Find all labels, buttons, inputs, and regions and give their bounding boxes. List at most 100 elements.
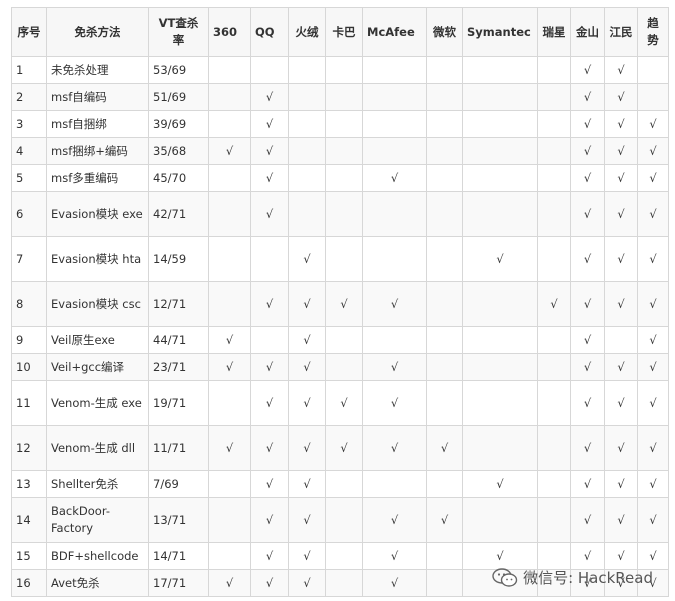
row-method: Veil+gcc编译: [46, 353, 149, 381]
empty-cell: [250, 326, 289, 354]
row-vt-rate: 12/71: [148, 281, 209, 327]
empty-cell: [537, 137, 571, 165]
row-method: Evasion模块 exe: [46, 191, 149, 237]
header-method: 免杀方法: [46, 7, 149, 57]
table-row: 16 Avet免杀 17/71 √ √ √ √ √ √ √: [11, 569, 669, 597]
bypass-check-mark: √: [570, 569, 605, 597]
empty-cell: [604, 326, 638, 354]
row-method: msf捆绑+编码: [46, 137, 149, 165]
bypass-check-mark: √: [250, 137, 289, 165]
bypass-check-mark: √: [362, 380, 427, 426]
table-row: 6 Evasion模块 exe 42/71 √ √ √ √: [11, 191, 669, 237]
empty-cell: [325, 164, 363, 192]
empty-cell: [462, 326, 538, 354]
bypass-check-mark: √: [570, 281, 605, 327]
empty-cell: [462, 425, 538, 471]
row-method: BackDoor-Factory: [46, 497, 149, 543]
bypass-check-mark: √: [208, 569, 251, 597]
empty-cell: [462, 380, 538, 426]
bypass-check-mark: √: [250, 353, 289, 381]
bypass-check-mark: √: [250, 497, 289, 543]
empty-cell: [426, 191, 463, 237]
empty-cell: [325, 110, 363, 138]
row-method: Veil原生exe: [46, 326, 149, 354]
bypass-check-mark: √: [604, 236, 638, 282]
row-method: msf自捆绑: [46, 110, 149, 138]
header-mcafee: McAfee: [362, 7, 427, 57]
bypass-check-mark: √: [637, 137, 669, 165]
row-index: 9: [11, 326, 47, 354]
bypass-check-mark: √: [250, 83, 289, 111]
bypass-check-mark: √: [637, 353, 669, 381]
header-rising: 瑞星: [537, 7, 571, 57]
empty-cell: [462, 83, 538, 111]
row-vt-rate: 17/71: [148, 569, 209, 597]
row-vt-rate: 45/70: [148, 164, 209, 192]
row-vt-rate: 14/71: [148, 542, 209, 570]
empty-cell: [208, 164, 251, 192]
bypass-check-mark: √: [462, 236, 538, 282]
bypass-check-mark: √: [362, 425, 427, 471]
empty-cell: [325, 569, 363, 597]
bypass-check-mark: √: [250, 470, 289, 498]
row-index: 6: [11, 191, 47, 237]
table-row: 8 Evasion模块 csc 12/71 √ √ √ √ √ √ √ √: [11, 281, 669, 327]
empty-cell: [325, 497, 363, 543]
empty-cell: [426, 56, 463, 84]
empty-cell: [208, 470, 251, 498]
row-vt-rate: 14/59: [148, 236, 209, 282]
row-vt-rate: 44/71: [148, 326, 209, 354]
row-vt-rate: 42/71: [148, 191, 209, 237]
empty-cell: [362, 470, 427, 498]
empty-cell: [325, 137, 363, 165]
bypass-check-mark: √: [208, 353, 251, 381]
table-row: 3 msf自捆绑 39/69 √ √ √ √: [11, 110, 669, 138]
empty-cell: [362, 83, 427, 111]
row-method: Evasion模块 hta: [46, 236, 149, 282]
row-vt-rate: 7/69: [148, 470, 209, 498]
empty-cell: [288, 83, 326, 111]
bypass-check-mark: √: [637, 281, 669, 327]
row-method: msf自编码: [46, 83, 149, 111]
bypass-check-mark: √: [288, 425, 326, 471]
header-symantec: Symantec: [462, 7, 538, 57]
bypass-check-mark: √: [288, 236, 326, 282]
bypass-check-mark: √: [462, 470, 538, 498]
empty-cell: [362, 236, 427, 282]
empty-cell: [537, 326, 571, 354]
bypass-check-mark: √: [362, 569, 427, 597]
bypass-check-mark: √: [570, 425, 605, 471]
bypass-check-mark: √: [288, 542, 326, 570]
empty-cell: [462, 191, 538, 237]
empty-cell: [208, 542, 251, 570]
empty-cell: [537, 542, 571, 570]
bypass-check-mark: √: [604, 353, 638, 381]
av-evasion-table: 序号 免杀方法 VT查杀率 360 QQ 火绒 卡巴 McAfee 微软 Sym…: [11, 7, 669, 597]
empty-cell: [462, 281, 538, 327]
bypass-check-mark: √: [426, 425, 463, 471]
empty-cell: [362, 110, 427, 138]
row-vt-rate: 39/69: [148, 110, 209, 138]
header-row: 序号 免杀方法 VT查杀率 360 QQ 火绒 卡巴 McAfee 微软 Sym…: [11, 7, 669, 57]
empty-cell: [208, 110, 251, 138]
row-vt-rate: 19/71: [148, 380, 209, 426]
empty-cell: [537, 569, 571, 597]
empty-cell: [250, 56, 289, 84]
empty-cell: [462, 497, 538, 543]
bypass-check-mark: √: [325, 425, 363, 471]
bypass-check-mark: √: [570, 497, 605, 543]
watermark-text: 微信号: HackRead: [523, 569, 653, 587]
empty-cell: [537, 470, 571, 498]
bypass-check-mark: √: [570, 380, 605, 426]
empty-cell: [325, 191, 363, 237]
row-index: 2: [11, 83, 47, 111]
empty-cell: [426, 281, 463, 327]
row-method: Venom-生成 dll: [46, 425, 149, 471]
bypass-check-mark: √: [570, 470, 605, 498]
bypass-check-mark: √: [604, 470, 638, 498]
bypass-check-mark: √: [570, 83, 605, 111]
table-row: 7 Evasion模块 hta 14/59 √ √ √ √ √: [11, 236, 669, 282]
empty-cell: [426, 542, 463, 570]
bypass-check-mark: √: [570, 542, 605, 570]
empty-cell: [462, 137, 538, 165]
